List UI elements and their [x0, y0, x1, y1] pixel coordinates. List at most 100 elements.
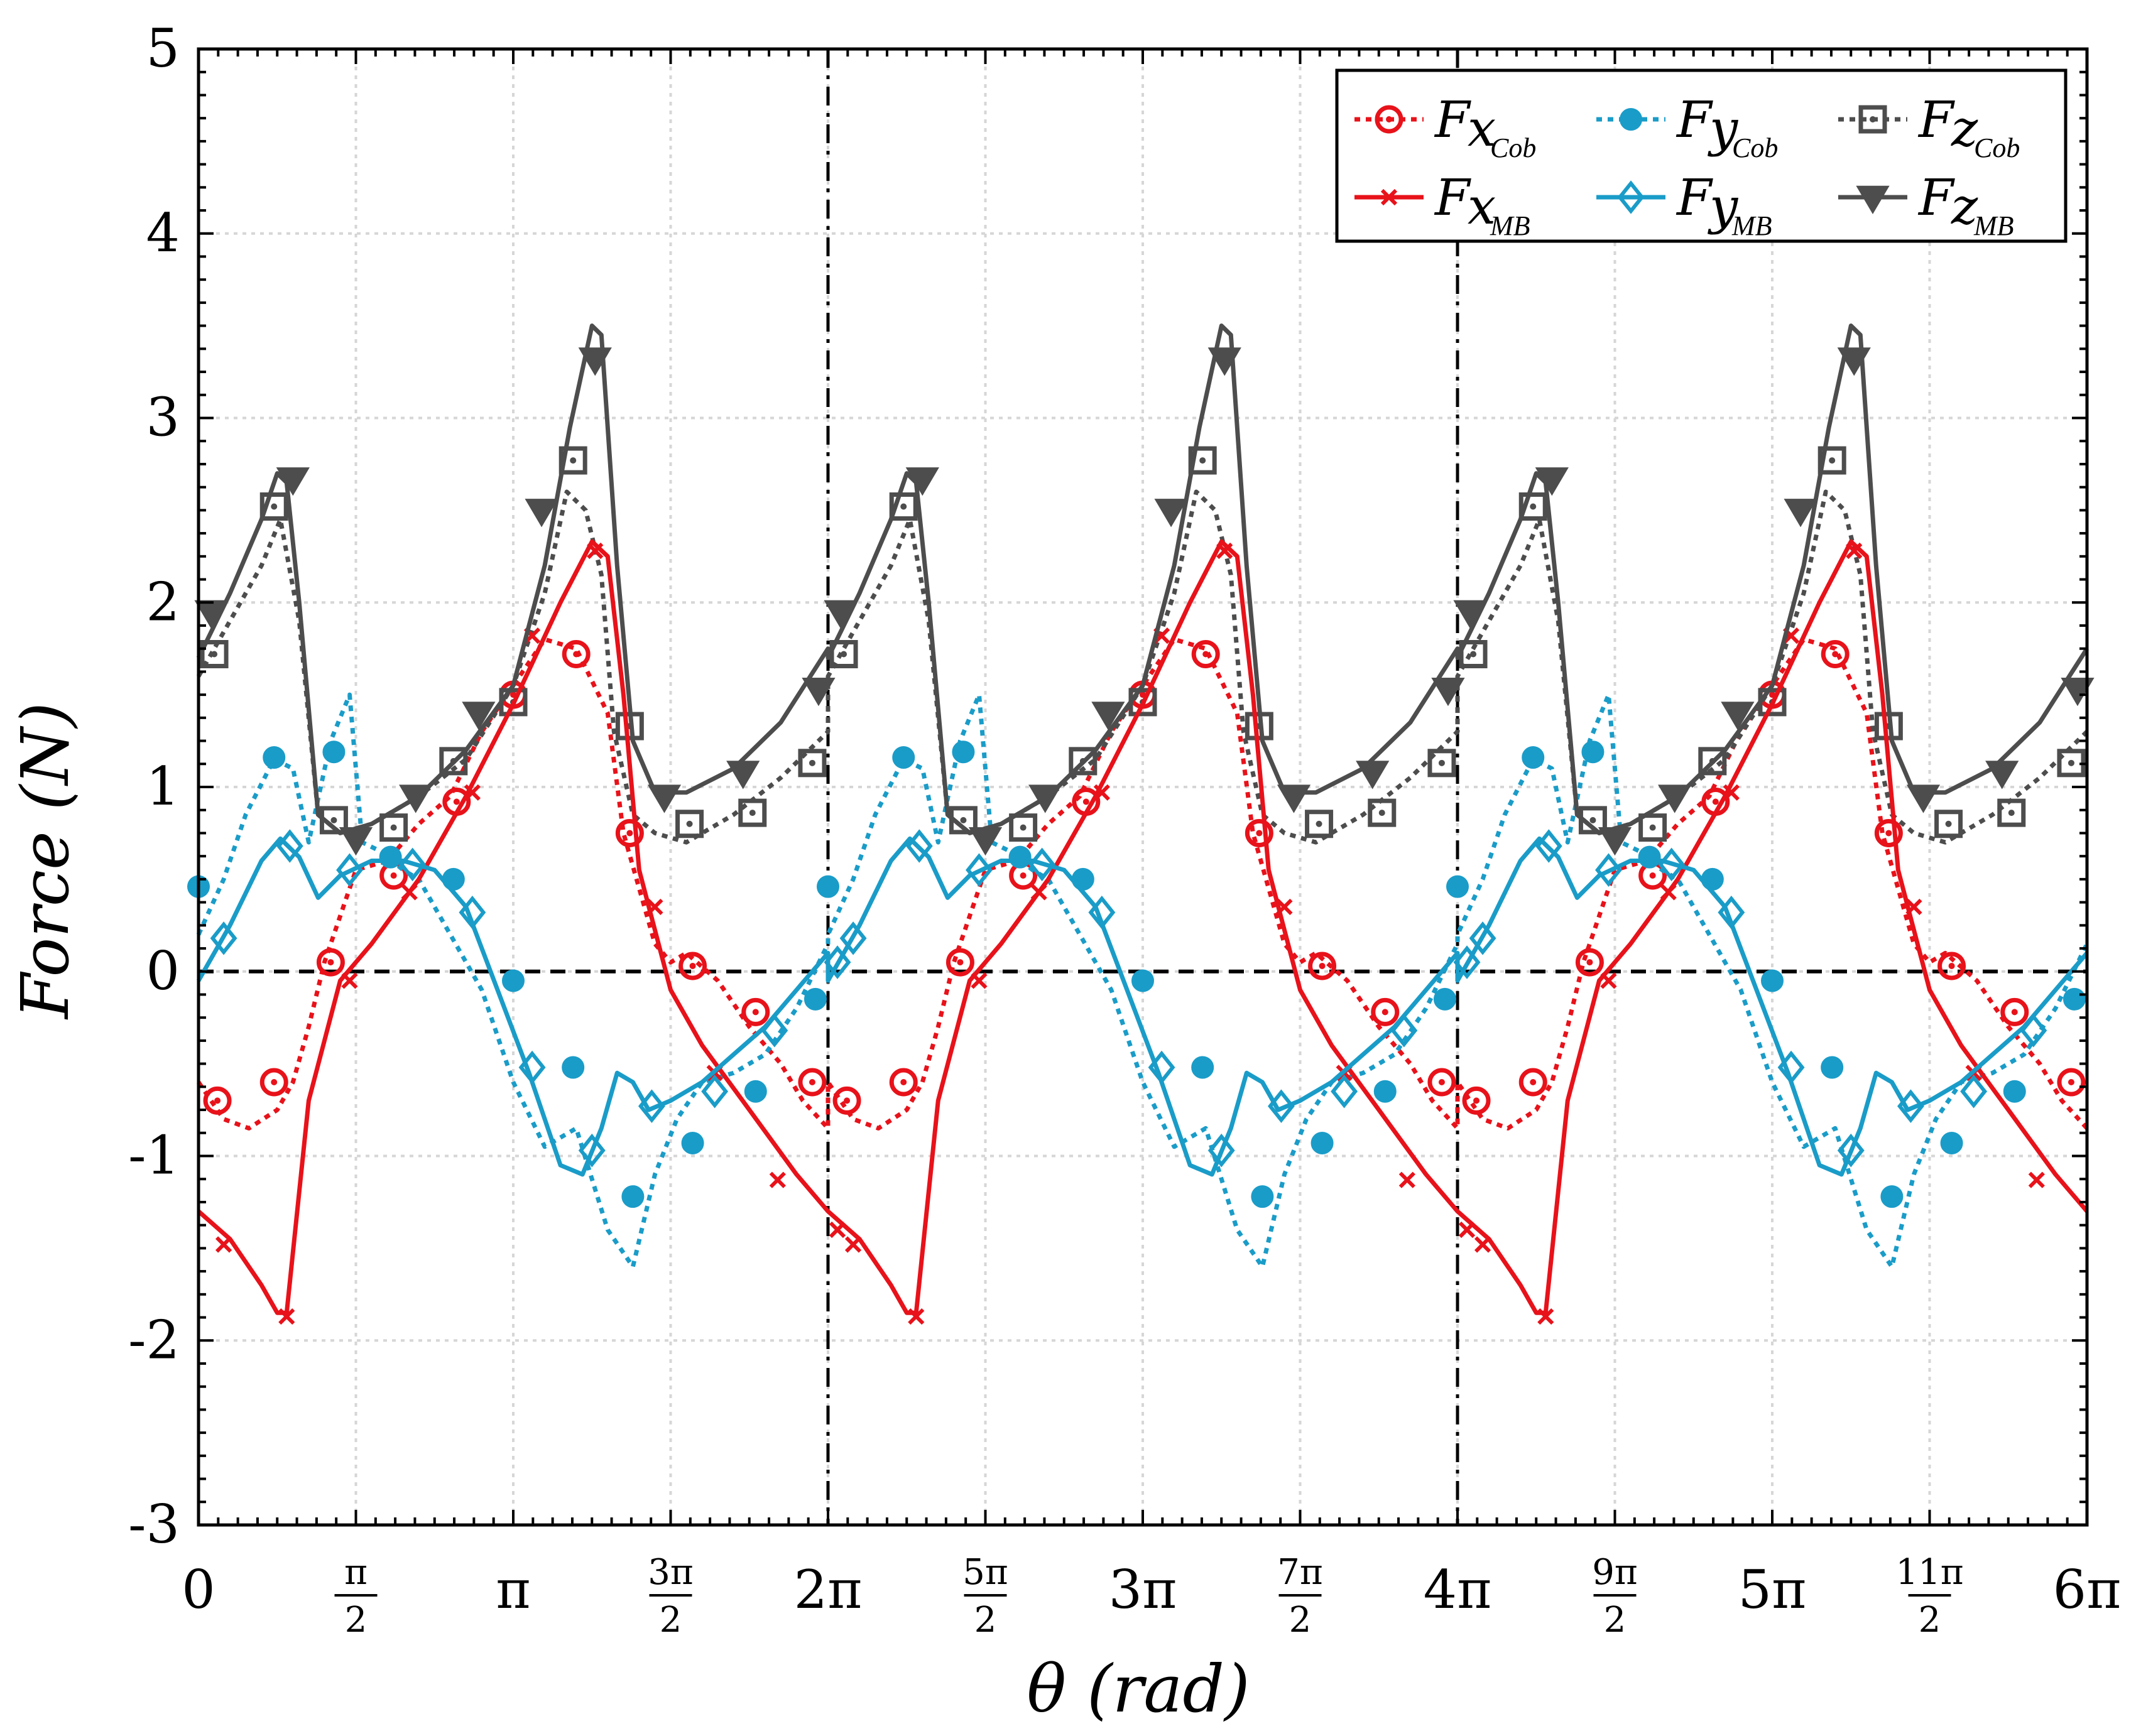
marker-fy-mb — [399, 847, 427, 882]
marker-fy-mb — [210, 921, 237, 955]
marker-fy-mb — [1088, 895, 1116, 930]
marker-dot — [1586, 959, 1593, 966]
marker-fy-cob — [1940, 1131, 1963, 1154]
marker-diamond — [839, 921, 867, 955]
marker-dot — [1473, 1097, 1480, 1104]
marker-x-stroke — [1216, 542, 1233, 560]
marker-fz-mb — [1837, 347, 1871, 376]
marker-dot — [841, 651, 847, 658]
marker-square — [889, 492, 918, 521]
marker-ring — [1821, 640, 1850, 668]
legend-marker — [1375, 105, 1403, 134]
marker-triangle — [1598, 827, 1632, 856]
marker-circle — [379, 845, 402, 869]
marker-fy-cob — [744, 1080, 767, 1103]
marker-fz-mb — [339, 827, 373, 856]
marker-ring — [316, 948, 345, 977]
marker-ring — [203, 1086, 232, 1115]
marker-triangle — [1431, 678, 1465, 707]
series-fy-mb — [196, 829, 2089, 1177]
series-fx-mb — [197, 539, 2089, 1325]
marker-fy-mb — [905, 829, 933, 863]
marker-fy-cob — [1131, 969, 1154, 992]
marker-fz-mb — [1277, 784, 1311, 813]
marker-triangle — [1721, 702, 1755, 730]
series-line-fy-mb — [196, 836, 2089, 1177]
marker-fx-mb — [278, 1308, 295, 1325]
marker-triangle — [399, 784, 433, 813]
marker-fz-mb — [802, 678, 836, 707]
marker-circle — [744, 1080, 767, 1103]
marker-ring — [678, 952, 707, 980]
marker-diamond — [1718, 895, 1745, 930]
marker-triangle — [1784, 499, 1817, 528]
marker-fx-cob — [1462, 1086, 1491, 1115]
marker-triangle — [1453, 600, 1487, 629]
marker-x-stroke — [1398, 1171, 1415, 1188]
marker-fy-cob — [263, 746, 286, 769]
marker-fy-cob — [379, 845, 402, 869]
marker-circle — [1131, 969, 1154, 992]
marker-fz-cob — [1009, 813, 1038, 842]
marker-fx-cob — [945, 948, 974, 977]
marker-fy-cob — [804, 987, 827, 1011]
marker-fz-mb — [462, 702, 496, 730]
marker-fy-mb — [1469, 921, 1496, 955]
marker-fx-mb — [1093, 784, 1110, 801]
marker-circle — [621, 1185, 645, 1208]
marker-fx-mb — [215, 1236, 232, 1253]
marker-square — [1817, 446, 1846, 475]
marker-fx-cob — [889, 1068, 918, 1097]
marker-ring — [945, 948, 974, 977]
legend-marker — [1858, 105, 1887, 134]
marker-fy-cob — [817, 875, 839, 898]
marker-circle — [1373, 1080, 1397, 1103]
marker-dot — [1020, 872, 1027, 879]
legend-subsubscript: MB — [1490, 210, 1530, 241]
marker-fx-mb — [587, 542, 604, 560]
marker-ring — [1375, 105, 1403, 134]
marker-dot — [453, 798, 460, 805]
marker-square — [798, 749, 827, 778]
marker-fz-cob — [379, 813, 408, 842]
marker-circle — [1620, 108, 1642, 131]
marker-circle — [2003, 1080, 2026, 1103]
marker-fy-cob — [1581, 741, 1605, 764]
marker-ring — [741, 997, 770, 1026]
marker-fx-mb — [908, 1308, 925, 1325]
marker-diamond — [336, 853, 363, 887]
series-line-fz-mb — [196, 323, 2089, 835]
marker-diamond — [210, 921, 237, 955]
marker-diamond — [638, 1089, 665, 1123]
marker-fx-cob — [1937, 952, 1966, 980]
marker-fy-cob — [1761, 969, 1784, 992]
marker-fz-mb — [399, 784, 433, 813]
marker-square — [1638, 813, 1667, 842]
marker-dot — [626, 830, 633, 837]
marker-square — [1427, 749, 1456, 778]
x-tick-label: 5π — [1738, 1559, 1807, 1620]
marker-dot — [1945, 820, 1952, 827]
marker-fz-cob — [259, 492, 288, 521]
marker-fz-mb — [1431, 678, 1465, 707]
marker-fz-mb — [726, 761, 760, 789]
marker-diamond — [2020, 1013, 2047, 1048]
marker-fy-mb — [518, 1050, 546, 1085]
marker-diamond — [1453, 945, 1481, 979]
marker-ring — [1427, 1068, 1456, 1097]
marker-fx-cob — [2000, 997, 2029, 1026]
marker-fz-mb — [194, 600, 228, 629]
marker-ring — [562, 640, 591, 668]
legend-marker — [1856, 185, 1890, 214]
marker-fx-mb — [464, 784, 481, 801]
marker-x-stroke — [1782, 627, 1800, 644]
marker-triangle — [194, 600, 228, 629]
marker-x-stroke — [1153, 627, 1170, 644]
marker-x-stroke — [215, 1236, 232, 1253]
marker-dot — [1256, 830, 1263, 837]
marker-ring — [615, 818, 644, 847]
marker-diamond — [1331, 1074, 1358, 1109]
marker-triangle — [1028, 784, 1062, 813]
